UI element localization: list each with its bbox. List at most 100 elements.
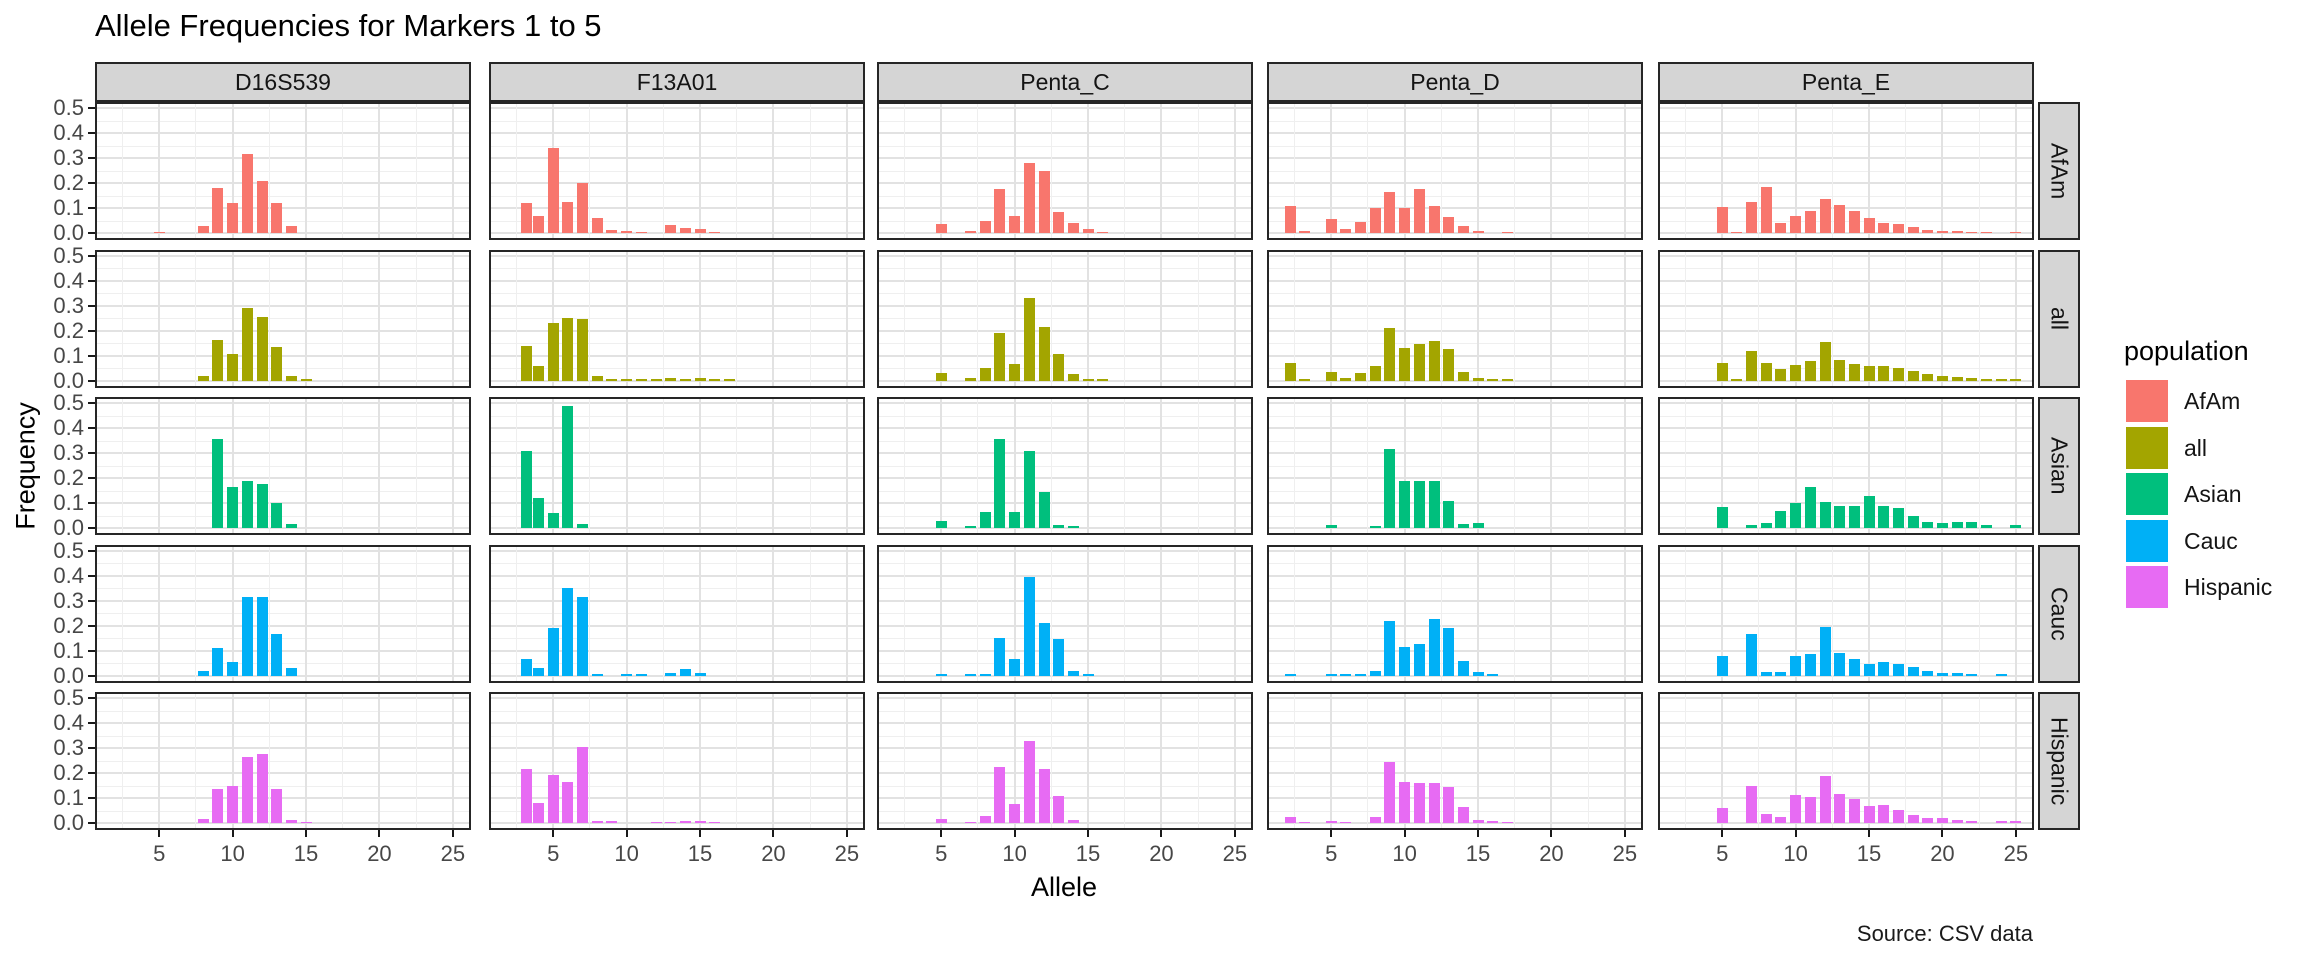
y-tick-mark xyxy=(88,822,95,824)
bar xyxy=(1922,521,1934,528)
x-tick-mark xyxy=(1868,830,1871,837)
gridline-major xyxy=(1269,107,1641,109)
bar xyxy=(1284,816,1296,823)
gridline-minor xyxy=(977,546,979,681)
gridline-major xyxy=(940,251,943,386)
bar xyxy=(197,225,209,233)
gridline-major xyxy=(772,546,775,681)
gridline-minor xyxy=(1514,694,1516,828)
gridline-minor xyxy=(491,145,863,147)
bar xyxy=(1067,223,1079,233)
bar xyxy=(679,821,691,823)
y-tick-label: 0.4 xyxy=(53,120,84,145)
bar xyxy=(1760,523,1772,528)
bar xyxy=(979,368,991,381)
bar xyxy=(591,821,603,823)
gridline-minor xyxy=(1660,710,2032,712)
bar xyxy=(1428,619,1440,676)
gridline-minor xyxy=(879,490,1251,492)
bar xyxy=(562,201,574,233)
gridline-minor xyxy=(516,694,518,828)
gridline-minor xyxy=(662,694,664,828)
gridline-minor xyxy=(1685,104,1687,238)
bar xyxy=(577,596,589,676)
bar xyxy=(1082,674,1094,676)
gridline-minor xyxy=(1269,415,1641,417)
gridline-major xyxy=(1660,477,2032,479)
gridline-minor xyxy=(1660,293,2032,294)
gridline-minor xyxy=(589,546,591,681)
bar xyxy=(1399,646,1411,676)
gridline-major xyxy=(378,694,381,828)
gridline-minor xyxy=(1269,465,1641,467)
gridline-major xyxy=(97,182,469,184)
bar xyxy=(533,215,545,233)
gridline-major xyxy=(1269,502,1641,504)
gridline-minor xyxy=(97,710,469,712)
gridline-minor xyxy=(1269,563,1641,564)
gridline-major xyxy=(2014,694,2017,828)
bar xyxy=(562,781,574,823)
bar xyxy=(1907,227,1919,233)
gridline-major xyxy=(879,549,1251,552)
bar xyxy=(1082,378,1094,381)
y-tick-label: 0.4 xyxy=(53,267,84,293)
gridline-major xyxy=(879,574,1251,577)
bar xyxy=(1501,379,1513,381)
gridline-major xyxy=(97,132,469,134)
bar xyxy=(1413,480,1425,528)
x-tick-mark xyxy=(2014,830,2017,837)
gridline-major xyxy=(378,104,381,238)
gridline-minor xyxy=(662,546,664,681)
bar xyxy=(965,526,977,528)
bar xyxy=(1790,503,1802,528)
gridline-minor xyxy=(879,465,1251,467)
y-tick-mark xyxy=(88,477,95,479)
gridline-major xyxy=(1269,207,1641,209)
x-tick-label: 5 xyxy=(1716,841,1729,866)
gridline-minor xyxy=(97,368,469,369)
y-tick-label: 0.4 xyxy=(53,562,84,588)
gridline-minor xyxy=(1660,440,2032,442)
bar xyxy=(650,379,662,381)
bar xyxy=(547,775,559,823)
x-tick-mark xyxy=(845,830,848,837)
gridline-major xyxy=(378,251,381,386)
gridline-major xyxy=(1550,251,1553,386)
gridline-major xyxy=(879,452,1251,454)
gridline-major xyxy=(625,546,628,681)
bar xyxy=(1966,378,1978,381)
bar xyxy=(1284,205,1296,233)
facet-column-header: Penta_E xyxy=(1658,62,2034,102)
bar xyxy=(1023,163,1035,233)
gridline-major xyxy=(1269,132,1641,134)
gridline-major xyxy=(1330,251,1333,386)
gridline-minor xyxy=(1269,613,1641,614)
bar xyxy=(1834,653,1846,676)
gridline-minor xyxy=(1831,251,1833,386)
y-tick-label: 0.0 xyxy=(53,810,84,835)
y-tick-mark xyxy=(88,674,95,677)
legend-swatch xyxy=(2126,426,2168,469)
x-tick-mark xyxy=(940,830,943,837)
bar xyxy=(979,511,991,528)
gridline-major xyxy=(2014,251,2017,386)
gridline-major xyxy=(879,329,1251,332)
gridline-minor xyxy=(1269,760,1641,762)
gridline-minor xyxy=(879,810,1251,812)
bar xyxy=(2010,231,2022,233)
facet-panel xyxy=(877,692,1253,830)
x-tick-label: 5 xyxy=(547,841,560,866)
gridline-major xyxy=(879,477,1251,479)
gridline-minor xyxy=(516,399,518,533)
bar xyxy=(577,523,589,528)
gridline-major xyxy=(1087,399,1090,533)
gridline-minor xyxy=(516,104,518,238)
gridline-major xyxy=(1660,574,2032,577)
gridline-minor xyxy=(1269,145,1641,147)
gridline-major xyxy=(451,546,454,681)
bar xyxy=(1053,525,1065,528)
gridline-minor xyxy=(491,465,863,467)
bar xyxy=(935,673,947,676)
gridline-major xyxy=(1269,797,1641,799)
